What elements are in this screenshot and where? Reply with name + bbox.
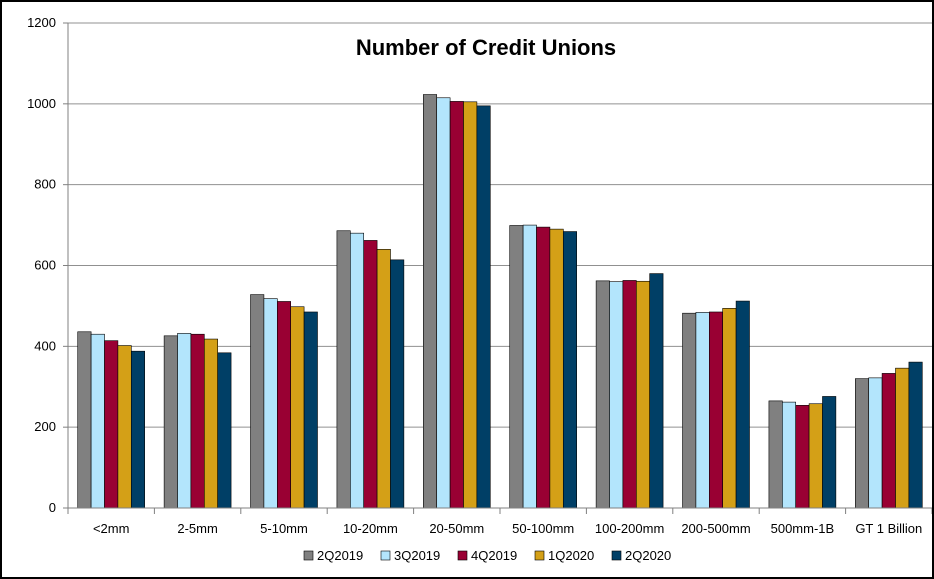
bar-3Q2019-200-500mm xyxy=(695,312,710,509)
bar-1Q2020-500mm-1B xyxy=(808,403,823,509)
y-tick-label: 1200 xyxy=(27,15,56,30)
x-axis-ticks: <2mm 2-5mm 5-10mm 10-20mm 20-50mm 50-100mm 100… xyxy=(67,508,932,536)
legend: 2Q2019 3Q2019 4Q2019 1Q2020 2Q2020 xyxy=(303,548,671,563)
legend-label: 2Q2019 xyxy=(317,548,363,563)
bar-3Q2019-20-50mm xyxy=(436,97,451,509)
y-tick-label: 400 xyxy=(34,338,56,353)
y-tick-label: 200 xyxy=(34,419,56,434)
bar-3Q2019-10-20mm xyxy=(350,232,365,509)
legend-label: 2Q2020 xyxy=(625,548,671,563)
bar-4Q2019-2-5mm xyxy=(190,333,205,509)
bar-3Q2019-<2mm xyxy=(90,333,105,509)
legend-swatch xyxy=(380,550,391,561)
bar-1Q2020-50-100mm xyxy=(549,228,564,509)
y-tick-label: 1000 xyxy=(27,96,56,111)
bar-2Q2019-10-20mm xyxy=(336,230,351,509)
bar-2Q2019-20-50mm xyxy=(423,94,438,509)
x-tick-label: 100-200mm xyxy=(595,521,664,536)
bar-1Q2020-GT 1 Billion xyxy=(895,367,910,509)
x-tick-label: <2mm xyxy=(93,521,129,536)
legend-swatch xyxy=(534,550,545,561)
x-tick-label: 5-10mm xyxy=(260,521,308,536)
x-tick-label: 500mm-1B xyxy=(771,521,835,536)
bar-1Q2020-<2mm xyxy=(117,345,132,509)
x-tick-label: 50-100mm xyxy=(512,521,574,536)
bar-1Q2020-5-10mm xyxy=(290,306,305,509)
bar-4Q2019-500mm-1B xyxy=(795,405,810,509)
x-tick-label: 10-20mm xyxy=(343,521,398,536)
bars xyxy=(77,94,923,509)
y-tick-label: 600 xyxy=(34,258,56,273)
bar-2Q2019-<2mm xyxy=(77,331,92,509)
bar-2Q2020-<2mm xyxy=(130,350,145,509)
legend-label: 4Q2019 xyxy=(471,548,517,563)
bar-1Q2020-20-50mm xyxy=(463,101,478,509)
bar-4Q2019-200-500mm xyxy=(709,311,723,509)
bar-1Q2020-200-500mm xyxy=(722,308,737,509)
legend-swatch xyxy=(303,550,314,561)
x-tick-label: GT 1 Billion xyxy=(855,521,922,536)
bar-2Q2019-100-200mm xyxy=(595,280,610,509)
bar-4Q2019-100-200mm xyxy=(622,280,637,509)
bar-2Q2020-20-50mm xyxy=(476,105,491,509)
bar-2Q2020-GT 1 Billion xyxy=(908,361,923,509)
bar-1Q2020-2-5mm xyxy=(203,338,218,509)
bar-2Q2020-500mm-1B xyxy=(822,396,837,509)
bar-2Q2020-5-10mm xyxy=(303,311,318,509)
bar-2Q2020-10-20mm xyxy=(390,259,405,509)
bar-1Q2020-100-200mm xyxy=(635,280,650,509)
bar-4Q2019-10-20mm xyxy=(363,240,378,509)
bar-2Q2019-2-5mm xyxy=(163,335,178,509)
bar-3Q2019-2-5mm xyxy=(177,333,192,509)
bar-4Q2019-20-50mm xyxy=(449,101,464,509)
bar-4Q2019-50-100mm xyxy=(536,226,551,509)
legend-swatch xyxy=(611,550,622,561)
y-tick-label: 800 xyxy=(34,177,56,192)
chart-title: Number of Credit Unions xyxy=(356,35,616,60)
x-tick-label: 2-5mm xyxy=(177,521,217,536)
x-tick-label: 20-50mm xyxy=(429,521,484,536)
bar-2Q2019-200-500mm xyxy=(682,312,697,509)
bar-3Q2019-100-200mm xyxy=(609,281,624,509)
legend-swatch xyxy=(457,550,468,561)
bar-4Q2019-GT 1 Billion xyxy=(881,373,896,509)
bar-2Q2019-5-10mm xyxy=(250,294,265,509)
bar-2Q2019-GT 1 Billion xyxy=(855,378,870,509)
y-tick-label: 0 xyxy=(49,500,56,515)
bar-2Q2020-2-5mm xyxy=(217,352,232,509)
bar-4Q2019-5-10mm xyxy=(277,301,291,509)
bar-2Q2020-50-100mm xyxy=(562,231,577,509)
bar-4Q2019-<2mm xyxy=(104,340,119,509)
bar-2Q2020-200-500mm xyxy=(735,300,750,509)
bar-3Q2019-5-10mm xyxy=(263,298,278,509)
bar-2Q2019-50-100mm xyxy=(509,225,524,509)
bar-1Q2020-10-20mm xyxy=(376,249,391,509)
bar-2Q2020-100-200mm xyxy=(649,273,664,509)
bar-3Q2019-50-100mm xyxy=(522,224,537,509)
y-axis-ticks: 0 200 400 600 800 1000 1200 xyxy=(27,15,68,515)
x-tick-label: 200-500mm xyxy=(681,521,750,536)
bar-2Q2019-500mm-1B xyxy=(768,400,783,509)
bar-3Q2019-500mm-1B xyxy=(782,401,797,509)
legend-label: 1Q2020 xyxy=(548,548,594,563)
bar-3Q2019-GT 1 Billion xyxy=(868,377,883,509)
legend-label: 3Q2019 xyxy=(394,548,440,563)
